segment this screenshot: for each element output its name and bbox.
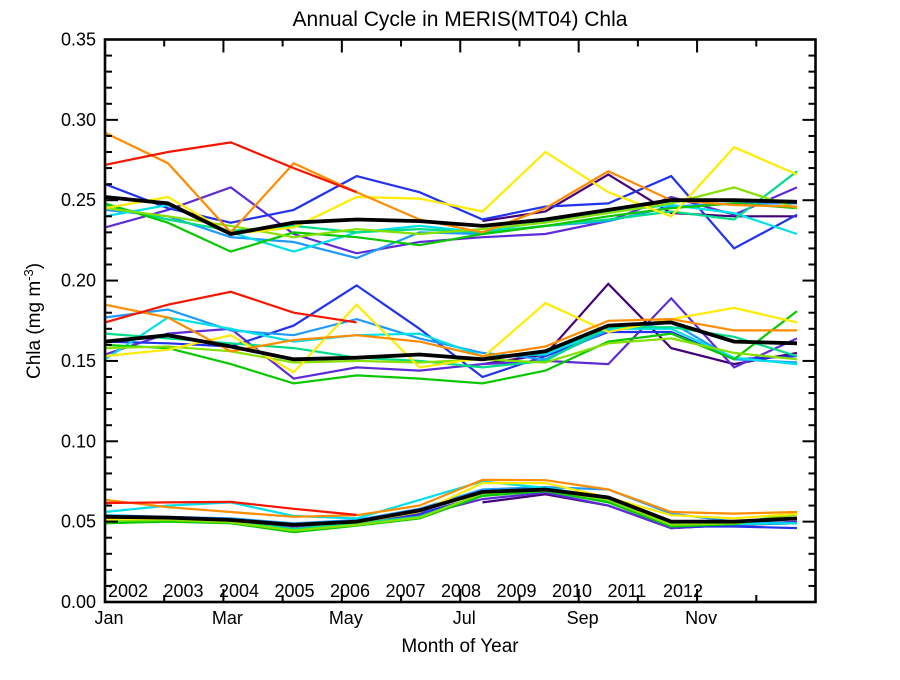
- series-2006-high: [104, 203, 798, 253]
- series-2010-mid: [104, 301, 798, 374]
- x-tick-label: Jan: [94, 608, 123, 628]
- series-2012-mid: [104, 290, 357, 324]
- series-2009-mid: [104, 337, 798, 364]
- series-2009-low: [104, 488, 798, 532]
- series-2008-mid: [104, 310, 798, 385]
- x-tick-label: Sep: [567, 608, 599, 628]
- series-2008-high: [104, 202, 798, 253]
- y-tick-label: 0.05: [61, 512, 96, 532]
- chart-title: Annual Cycle in MERIS(MT04) Chla: [293, 8, 628, 31]
- legend-year-2011: 2011: [608, 581, 647, 601]
- y-tick-label: 0.10: [61, 431, 96, 451]
- series-2012-high: [104, 141, 357, 194]
- legend-year-2002: 2002: [108, 581, 148, 601]
- legend-year-2004: 2004: [219, 581, 259, 601]
- legend-year-2012: 2012: [663, 581, 703, 601]
- x-tick-label: Nov: [685, 608, 717, 628]
- series-mean-high: [104, 195, 798, 236]
- series-mean-low: [104, 487, 798, 527]
- legend-year-2006: 2006: [330, 581, 370, 601]
- series-2003-mid: [104, 296, 798, 380]
- legend-year-2005: 2005: [275, 581, 315, 601]
- legend-year-2010: 2010: [552, 581, 592, 601]
- y-tick-label: 0.25: [61, 190, 96, 210]
- series-mean-mid: [104, 320, 798, 362]
- series-2011-low: [104, 478, 798, 518]
- y-tick-label: 0.00: [61, 592, 96, 612]
- series-2006-mid: [104, 316, 798, 366]
- series-2012-low: [104, 500, 357, 516]
- legend-year-2003: 2003: [164, 581, 204, 601]
- series-2004-high: [104, 174, 798, 250]
- legend-year-2009: 2009: [497, 581, 537, 601]
- legend-year-2008: 2008: [441, 581, 481, 601]
- y-tick-label: 0.15: [61, 351, 96, 371]
- series-2007-mid: [104, 326, 798, 369]
- x-tick-label: May: [329, 608, 363, 628]
- series-2010-high: [104, 145, 798, 236]
- x-tick-label: Jul: [453, 608, 476, 628]
- legend-year-2007: 2007: [386, 581, 426, 601]
- y-tick-label: 0.20: [61, 271, 96, 291]
- y-axis-title: Chla (mg m-3): [21, 263, 45, 379]
- x-tick-label: Mar: [212, 608, 243, 628]
- x-axis-title: Month of Year: [401, 636, 519, 657]
- y-tick-label: 0.30: [61, 110, 96, 130]
- y-tick-label: 0.35: [61, 30, 96, 50]
